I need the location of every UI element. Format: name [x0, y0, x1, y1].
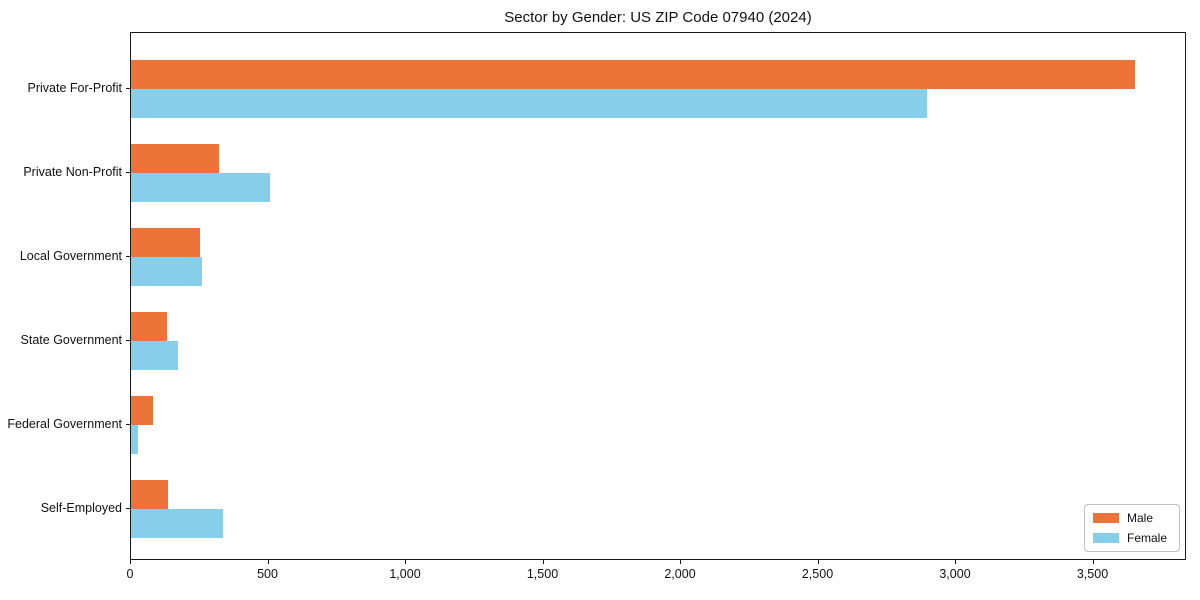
bar-male	[131, 144, 219, 173]
bar-female	[131, 341, 179, 370]
bar-male	[131, 312, 167, 341]
x-tick	[130, 560, 131, 564]
category-label: Self-Employed	[40, 501, 122, 515]
bar-male	[131, 228, 201, 257]
legend-label: Female	[1126, 531, 1167, 545]
x-tick-label: 3,500	[1076, 567, 1109, 581]
x-tick-label: 500	[257, 567, 278, 581]
bar-male	[131, 396, 154, 425]
bar-male	[131, 60, 1135, 89]
category-label: Private For-Profit	[27, 81, 122, 95]
y-tick	[126, 508, 130, 509]
y-tick	[126, 424, 130, 425]
legend-entry: Male	[1092, 511, 1167, 525]
x-tick-label: 2,000	[664, 567, 696, 581]
legend-entry: Female	[1092, 531, 1167, 545]
x-tick	[955, 560, 956, 564]
y-tick	[126, 340, 130, 341]
legend-swatch-female	[1092, 533, 1119, 543]
y-tick	[126, 88, 130, 89]
bar-female	[131, 173, 270, 202]
bar-female	[131, 89, 928, 118]
x-tick-label: 1,000	[389, 567, 421, 581]
x-tick	[267, 560, 269, 564]
x-tick	[405, 560, 406, 564]
x-tick-label: 0	[126, 567, 134, 581]
legend-label: Male	[1126, 511, 1153, 525]
x-tick	[817, 560, 819, 564]
legend-swatch-male	[1092, 513, 1119, 523]
category-label: Federal Government	[7, 417, 122, 431]
x-tick	[680, 560, 681, 564]
bar-female	[131, 509, 224, 538]
category-label: State Government	[20, 333, 122, 347]
bar-female	[131, 257, 202, 286]
plot-area: Male Female	[130, 32, 1186, 560]
y-tick	[126, 256, 130, 257]
x-tick-label: 2,500	[801, 567, 834, 581]
x-tick-label: 1,500	[526, 567, 559, 581]
chart-title: Sector by Gender: US ZIP Code 07940 (202…	[504, 9, 812, 26]
x-tick	[1092, 560, 1094, 564]
legend: Male Female	[1083, 504, 1180, 552]
x-tick-label: 3,000	[939, 567, 971, 581]
bar-male	[131, 480, 169, 509]
category-label: Local Government	[19, 249, 122, 263]
x-tick	[542, 560, 544, 564]
category-label: Private Non-Profit	[23, 165, 122, 179]
bar-female	[131, 425, 138, 454]
y-tick	[126, 172, 130, 173]
